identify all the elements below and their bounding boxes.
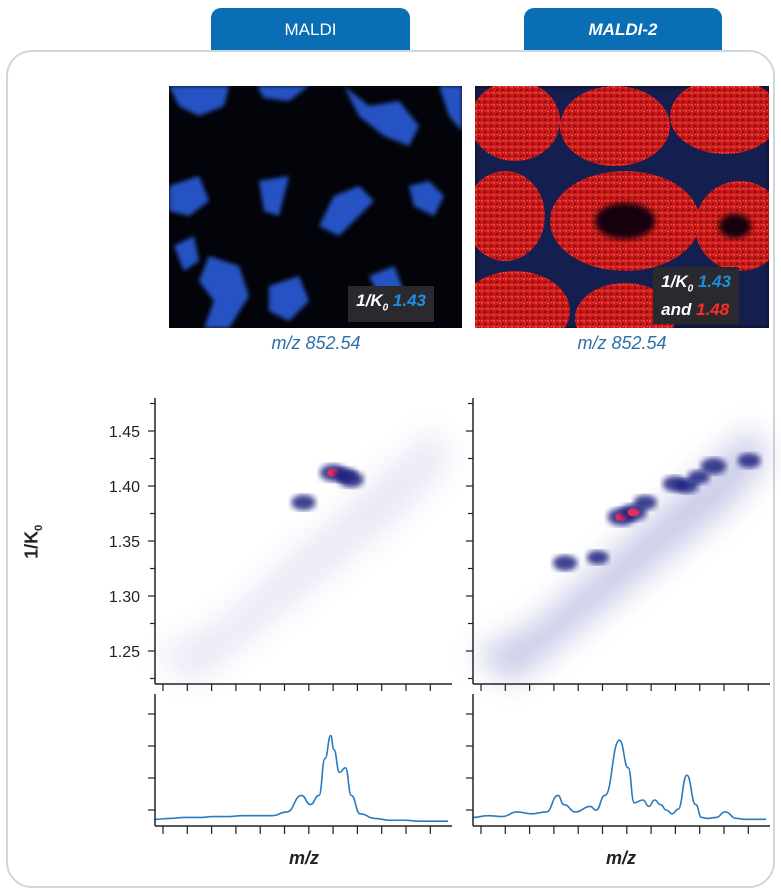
y-tick-label: 1.25 xyxy=(109,644,140,661)
ccs-label-box-2: 1/K0 1.43 and 1.48 xyxy=(653,266,739,324)
y-tick-label: 1.40 xyxy=(109,479,140,496)
y-tick-label: 1.45 xyxy=(109,424,140,441)
y-tick-label: 1.30 xyxy=(109,589,140,606)
ccs-label-box: 1/K0 1.43 xyxy=(348,285,434,322)
x-axis-label-left: m/z xyxy=(289,848,320,868)
heatmap-hotspot xyxy=(291,494,316,511)
tab-maldi-2[interactable]: MALDI-2 xyxy=(524,8,722,52)
y-axis-label: 1/K0 xyxy=(21,524,45,559)
heatmap-hotspot xyxy=(687,470,710,485)
heatmap-hotspot xyxy=(700,458,727,475)
heatmap-hotspot xyxy=(586,550,609,565)
maldi-ion-image: 1/K0 1.43 xyxy=(169,86,462,328)
spectrum-line xyxy=(472,739,766,821)
caption-maldi-2: m/z 852.54 xyxy=(577,333,667,353)
tab-maldi[interactable]: MALDI xyxy=(211,8,410,52)
x-axis-label-right: m/z xyxy=(606,848,637,868)
heatmap-haze xyxy=(155,428,452,684)
caption-maldi: m/z 852.54 xyxy=(271,333,361,353)
heatmap-hotspot xyxy=(633,495,657,510)
maldi-image-graphic xyxy=(169,86,462,328)
heatmap-hotspot xyxy=(552,555,578,571)
y-tick-label: 1.35 xyxy=(109,534,140,551)
spectrum-line xyxy=(154,734,448,822)
heatmap-haze xyxy=(473,428,770,684)
heatmap-hotspot xyxy=(737,453,761,469)
heatmap-hotspot-core xyxy=(627,508,640,517)
heatmap-hotspot xyxy=(333,467,357,483)
maldi-2-ion-image: 1/K0 1.43 and 1.48 xyxy=(475,86,769,328)
